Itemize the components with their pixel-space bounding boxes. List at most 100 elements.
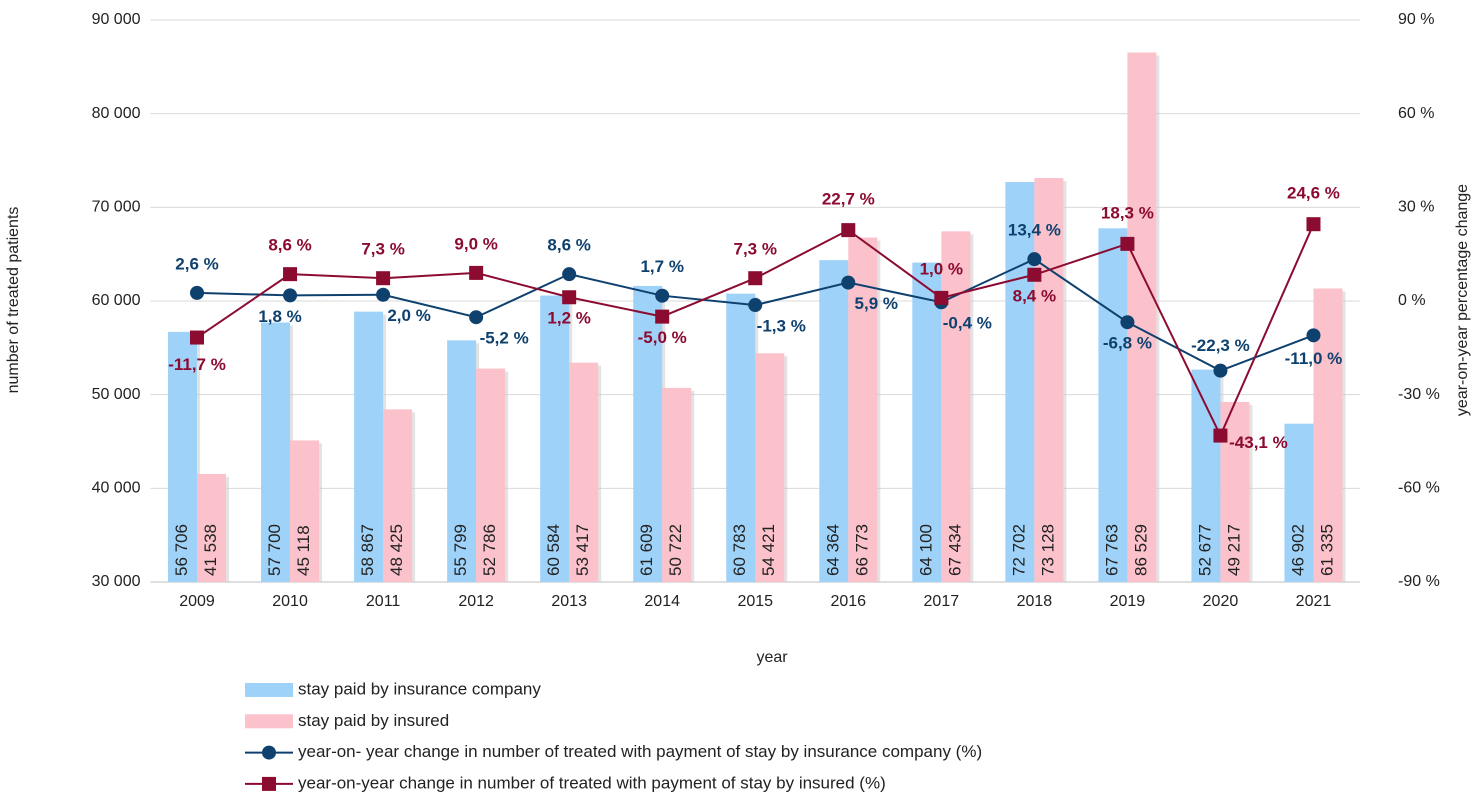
line-value-label: 5,9 % — [855, 294, 898, 313]
x-tick-label: 2009 — [179, 593, 215, 610]
line-value-label: -11,7 % — [168, 355, 226, 374]
bar-value-label: 54 421 — [759, 524, 778, 576]
line-value-label: 1,7 % — [640, 257, 683, 276]
marker — [469, 310, 484, 325]
line-value-label: -0,4 % — [943, 314, 992, 333]
line-value-label: 2,6 % — [175, 254, 218, 273]
line-value-label: 22,7 % — [822, 190, 875, 209]
x-tick-label: 2020 — [1203, 593, 1239, 610]
bar-value-label: 60 783 — [730, 524, 749, 576]
marker — [562, 267, 577, 282]
marker — [655, 309, 670, 324]
bar-value-label: 55 799 — [451, 524, 470, 576]
bar — [1098, 228, 1128, 582]
marker — [1213, 363, 1228, 378]
line-value-label: 8,6 % — [547, 236, 590, 255]
bar — [941, 231, 971, 582]
bar-value-label: 52 786 — [480, 524, 499, 576]
bar — [354, 311, 384, 582]
bar-value-label: 56 706 — [172, 524, 191, 576]
marker — [1306, 217, 1321, 232]
y2-tick-label: -60 % — [1398, 480, 1440, 497]
line-value-label: -5,2 % — [480, 329, 529, 348]
bar-value-label: 64 364 — [823, 524, 842, 576]
line-value-label: 9,0 % — [454, 234, 497, 253]
marker — [190, 285, 205, 300]
x-tick-label: 2019 — [1110, 593, 1146, 610]
x-tick-label: 2017 — [924, 593, 960, 610]
marker — [1120, 236, 1135, 251]
bar-value-label: 46 902 — [1288, 524, 1307, 576]
line-value-label: 1,0 % — [920, 259, 963, 278]
y-tick-label: 90 000 — [92, 11, 141, 28]
x-axis-title: year — [756, 649, 788, 666]
bar — [383, 409, 413, 582]
bar-value-label: 58 867 — [358, 524, 377, 576]
line-value-label: -22,3 % — [1191, 336, 1250, 355]
bar — [726, 293, 756, 582]
x-tick-label: 2013 — [551, 593, 587, 610]
line-value-label: 1,8 % — [258, 307, 301, 326]
line-value-label: -5,0 % — [638, 328, 687, 347]
bar — [1005, 182, 1035, 582]
line-value-label: 18,3 % — [1101, 203, 1154, 222]
y-tick-label: 40 000 — [92, 480, 141, 497]
y2-tick-label: 60 % — [1398, 105, 1434, 122]
bar-value-label: 73 128 — [1038, 524, 1057, 576]
bar — [819, 260, 849, 582]
bar-value-label: 50 722 — [666, 524, 685, 576]
y-axis-title: number of treated patients — [5, 207, 22, 394]
bar-value-label: 41 538 — [201, 524, 220, 576]
y2-tick-label: -30 % — [1398, 386, 1440, 403]
marker — [1120, 315, 1135, 330]
legend-swatch — [245, 683, 293, 697]
y-tick-label: 80 000 — [92, 105, 141, 122]
bar-value-label: 57 700 — [265, 524, 284, 576]
x-tick-label: 2012 — [458, 593, 494, 610]
line-value-label: 2,0 % — [387, 306, 430, 325]
y2-tick-label: 0 % — [1398, 292, 1426, 309]
marker — [562, 290, 577, 305]
marker — [283, 288, 298, 303]
bar — [476, 368, 506, 582]
marker — [190, 330, 205, 345]
y-tick-label: 30 000 — [92, 573, 141, 590]
x-tick-label: 2018 — [1017, 593, 1053, 610]
line-value-label: -6,8 % — [1103, 334, 1152, 353]
line-value-label: 1,2 % — [547, 309, 590, 328]
bar-value-label: 60 584 — [544, 524, 563, 576]
bar-value-label: 61 609 — [637, 524, 656, 576]
x-tick-label: 2016 — [830, 593, 866, 610]
bar-value-label: 67 434 — [945, 524, 964, 576]
bar — [848, 237, 878, 582]
bar-value-label: 45 118 — [294, 525, 313, 576]
bar — [633, 285, 663, 582]
x-tick-label: 2014 — [644, 593, 680, 610]
marker — [841, 223, 856, 238]
legend-label: stay paid by insurance company — [298, 679, 541, 698]
line-value-label: -43,1 % — [1229, 433, 1288, 452]
bar-value-label: 52 677 — [1195, 524, 1214, 576]
marker — [1027, 252, 1042, 267]
bar — [290, 440, 320, 582]
bar-value-label: 49 217 — [1224, 524, 1243, 576]
x-tick-label: 2015 — [737, 593, 773, 610]
line-value-label: 24,6 % — [1287, 184, 1340, 203]
line-value-label: 8,6 % — [268, 236, 311, 255]
y2-axis-title: year-on-year percentage change — [1454, 184, 1471, 416]
y-tick-label: 50 000 — [92, 386, 141, 403]
line-value-label: 7,3 % — [361, 240, 404, 259]
bar — [540, 295, 570, 582]
bar — [168, 331, 198, 582]
x-tick-label: 2010 — [272, 593, 308, 610]
bar — [1034, 178, 1064, 582]
line-value-label: 13,4 % — [1008, 221, 1061, 240]
y2-tick-label: -90 % — [1398, 573, 1440, 590]
bar-value-label: 72 702 — [1009, 524, 1028, 576]
y2-tick-label: 30 % — [1398, 199, 1434, 216]
bar-value-label: 86 529 — [1131, 524, 1150, 576]
bar — [912, 262, 942, 582]
legend-label: stay paid by insured — [298, 711, 449, 730]
bar — [447, 340, 477, 582]
bar-value-label: 61 335 — [1317, 524, 1336, 576]
